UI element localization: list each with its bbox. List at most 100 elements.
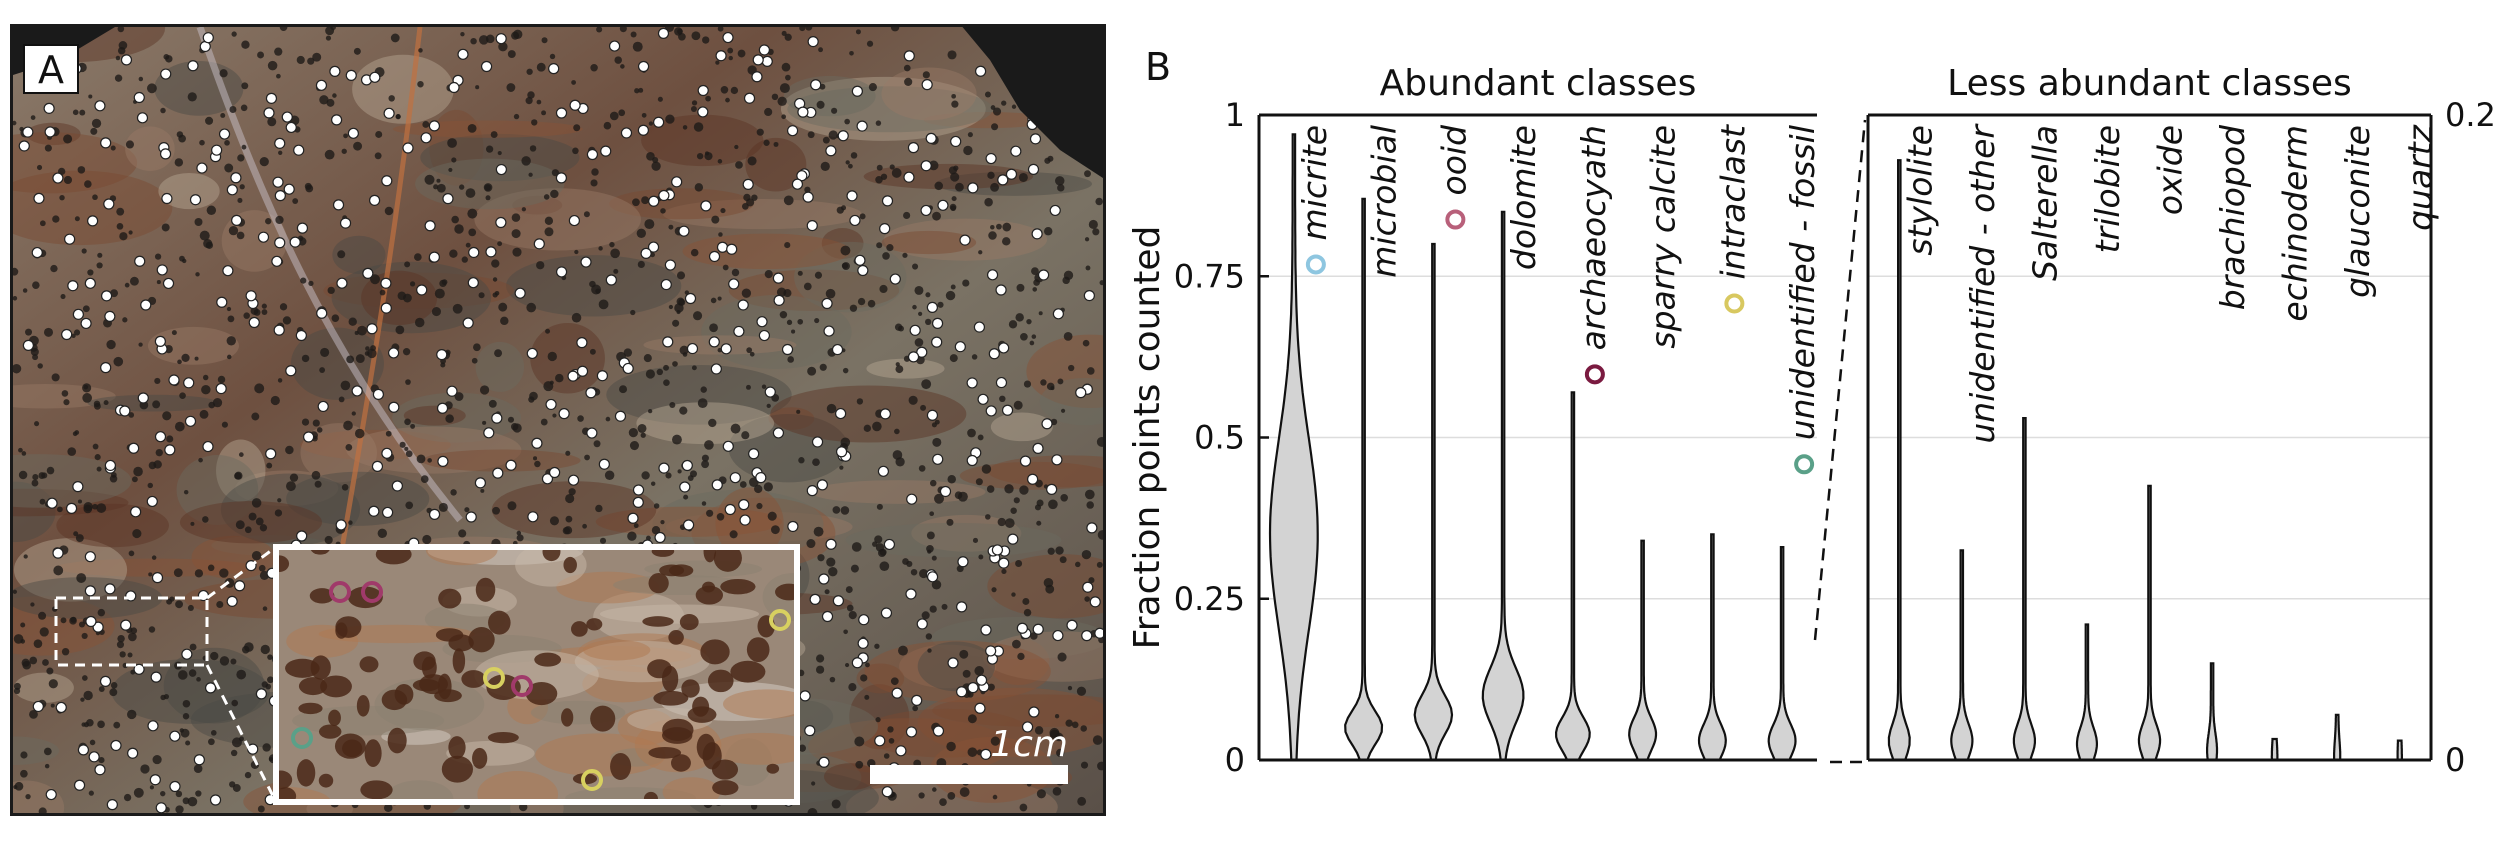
grain	[357, 325, 367, 336]
texture	[55, 558, 256, 577]
panel-label: A	[38, 48, 64, 92]
texture	[728, 414, 849, 483]
violin	[1481, 210, 1525, 762]
point-count-dot	[120, 619, 132, 631]
texture	[987, 554, 1103, 619]
grain	[511, 31, 520, 40]
grain	[826, 403, 837, 414]
point-count-dot	[1082, 581, 1094, 593]
grain	[63, 134, 73, 144]
point-count-dot	[211, 144, 223, 156]
grain	[855, 29, 861, 35]
grain	[545, 328, 551, 334]
grain	[92, 443, 99, 450]
grain	[96, 503, 107, 513]
grain	[84, 180, 92, 188]
grain	[818, 47, 823, 53]
grain	[720, 578, 756, 595]
point-count-dot	[31, 246, 43, 259]
grain	[153, 460, 162, 469]
point-count-dot	[391, 480, 403, 492]
grain	[903, 64, 911, 72]
point-count-dot	[682, 519, 695, 531]
grain	[521, 207, 527, 212]
point-count-dot	[903, 171, 915, 183]
grain	[324, 535, 333, 545]
grain	[231, 699, 239, 707]
point-count-dot	[402, 142, 414, 154]
point-count-dot	[925, 132, 937, 144]
grain	[931, 555, 937, 561]
point-count-dot	[133, 91, 145, 104]
grain	[1036, 789, 1046, 799]
grain	[133, 787, 144, 798]
grain	[534, 652, 562, 667]
point-count-dot	[974, 702, 986, 714]
point-count-dot	[189, 194, 202, 206]
grain	[478, 35, 489, 45]
grain	[241, 645, 250, 654]
grain	[990, 182, 1000, 192]
point-count-dot	[263, 107, 275, 119]
texture	[346, 426, 522, 474]
point-count-dot	[810, 79, 822, 91]
grain	[48, 679, 58, 689]
point-count-dot	[1081, 630, 1093, 642]
grain	[261, 303, 267, 309]
grain	[1086, 367, 1095, 375]
grain	[98, 756, 105, 764]
grain	[367, 348, 377, 359]
grain	[845, 663, 850, 668]
grain	[842, 262, 850, 271]
y-axis-label: Fraction points counted	[1127, 226, 1168, 650]
grain	[972, 537, 979, 544]
grain	[891, 168, 902, 178]
grain	[53, 565, 64, 576]
texture	[710, 732, 797, 765]
grain	[525, 682, 558, 706]
grain	[766, 763, 780, 774]
grain	[614, 56, 622, 64]
grain	[212, 398, 223, 408]
point-count-dot	[799, 690, 811, 702]
point-count-dot	[347, 127, 359, 139]
grain	[261, 309, 268, 315]
grain	[39, 498, 46, 505]
grain	[187, 604, 194, 611]
point-count-dot	[937, 199, 949, 211]
grain	[720, 207, 726, 214]
point-count-dot	[787, 520, 799, 533]
grain	[824, 589, 830, 595]
point-count-dot	[697, 106, 709, 118]
point-count-dot	[45, 788, 57, 801]
point-count-dot	[1066, 619, 1078, 631]
point-count-dot	[204, 682, 217, 694]
grain	[109, 475, 118, 483]
grain	[195, 272, 200, 277]
grain	[630, 31, 637, 38]
grain	[596, 27, 603, 33]
grain	[1055, 176, 1065, 186]
point-count-dot	[857, 264, 869, 277]
grain	[874, 643, 880, 649]
point-count-dot	[100, 290, 113, 302]
grain	[730, 423, 741, 434]
grain	[571, 312, 582, 323]
point-count-dot	[72, 481, 84, 493]
axis-break	[1813, 119, 1867, 641]
point-count-dot	[854, 254, 866, 266]
grain	[238, 452, 244, 457]
violin	[1628, 539, 1658, 762]
grain	[230, 749, 238, 757]
point-count-dot	[222, 265, 234, 277]
grain	[221, 421, 228, 428]
grain	[679, 345, 689, 355]
grain	[1045, 584, 1055, 594]
grain	[460, 31, 465, 37]
point-count-dot	[781, 343, 794, 356]
point-count-dot	[637, 124, 649, 136]
grain	[467, 208, 478, 219]
grain	[978, 554, 984, 560]
point-count-dot	[786, 125, 799, 137]
grain	[1057, 378, 1064, 385]
